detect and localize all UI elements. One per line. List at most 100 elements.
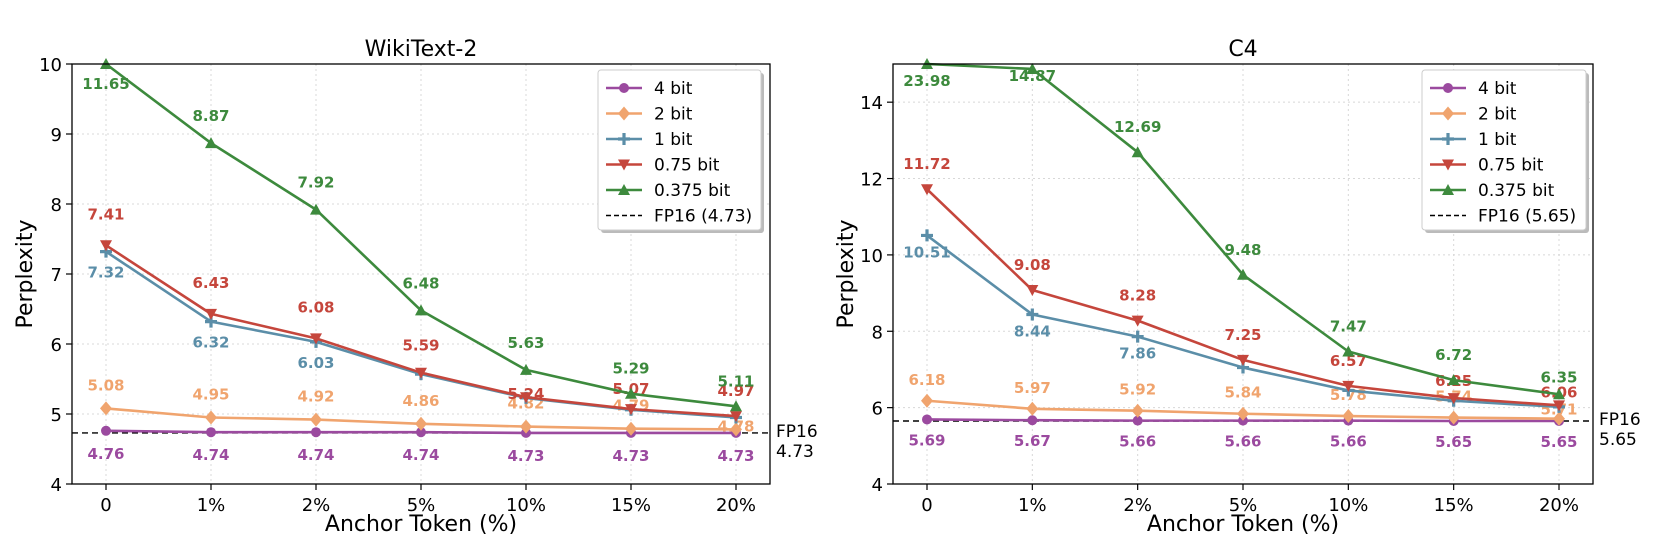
fp16-value-label: 5.65 — [1599, 430, 1637, 450]
legend-label: FP16 (4.73) — [654, 207, 752, 227]
y-tick-label: 14 — [860, 93, 883, 114]
data-point — [1553, 411, 1565, 426]
data-point — [921, 184, 933, 196]
data-point — [921, 393, 933, 408]
data-point — [1553, 388, 1565, 400]
data-label: 10.51 — [903, 243, 950, 261]
data-label: 7.47 — [1330, 318, 1367, 336]
x-tick-label: 20% — [1539, 495, 1579, 516]
data-point — [1342, 380, 1355, 392]
x-tick-label: 5% — [1229, 495, 1258, 516]
data-label: 5.59 — [402, 337, 439, 355]
data-point — [205, 308, 217, 320]
fp16-label: FP16 — [776, 422, 818, 442]
data-label: 5.63 — [507, 334, 544, 352]
plot-frame — [71, 63, 771, 485]
data-point — [1131, 403, 1144, 418]
legend-label: 1 bit — [1478, 130, 1517, 150]
data-point — [415, 367, 427, 379]
data-label: 4.74 — [402, 446, 439, 464]
data-label: 5.84 — [1224, 384, 1261, 402]
y-axis-label: Perplexity — [834, 219, 859, 328]
data-point — [520, 363, 532, 375]
data-point — [100, 401, 112, 416]
data-label: 4.74 — [297, 446, 334, 464]
plot-frame — [892, 63, 1594, 485]
data-label: 11.72 — [903, 155, 950, 173]
data-label: 4.74 — [192, 446, 229, 464]
y-tick-label: 4 — [872, 475, 883, 496]
x-tick-label: 2% — [1123, 495, 1152, 516]
legend-swatch-marker — [618, 106, 630, 121]
data-label: 6.35 — [1540, 368, 1577, 386]
x-tick-label: 20% — [716, 495, 756, 516]
x-tick-label: 15% — [611, 495, 651, 516]
y-tick-label: 7 — [51, 265, 62, 286]
data-label: 7.92 — [297, 174, 334, 192]
data-point — [1026, 285, 1039, 297]
data-point — [206, 427, 216, 438]
data-point — [1342, 409, 1355, 424]
data-label: 9.48 — [1224, 241, 1261, 259]
data-label: 5.24 — [507, 385, 544, 403]
data-label: 5.65 — [1540, 433, 1577, 451]
data-label: 7.86 — [1119, 345, 1156, 363]
legend-label: 1 bit — [654, 130, 693, 150]
data-label: 5.66 — [1330, 433, 1367, 451]
x-tick-label: 1% — [1018, 495, 1047, 516]
legend-swatch-marker — [1443, 83, 1453, 93]
legend-swatch-marker — [1442, 106, 1454, 121]
y-tick-label: 9 — [51, 125, 62, 146]
data-label: 9.08 — [1014, 256, 1051, 274]
legend-swatch-marker — [1442, 184, 1454, 195]
y-tick-label: 6 — [872, 399, 883, 420]
x-tick-label: 2% — [302, 495, 331, 516]
data-point — [625, 404, 637, 416]
data-point — [310, 333, 322, 345]
data-point — [311, 427, 321, 438]
data-point — [1026, 401, 1039, 416]
data-label: 8.28 — [1119, 287, 1156, 305]
legend-swatch-marker — [1442, 159, 1454, 171]
legend-label: 4 bit — [654, 79, 693, 99]
data-label: 6.18 — [908, 371, 945, 389]
data-label: 7.25 — [1224, 326, 1261, 344]
data-label: 5.69 — [908, 431, 945, 449]
data-label: 6.32 — [192, 334, 229, 352]
y-tick-label: 10 — [39, 55, 62, 76]
data-label: 4.78 — [717, 417, 754, 435]
data-point — [1237, 354, 1249, 366]
fp16-label: FP16 — [1599, 410, 1641, 430]
data-point — [415, 304, 427, 316]
data-label: 8.44 — [1014, 322, 1051, 340]
data-point — [520, 419, 532, 434]
data-label: 4.73 — [717, 447, 754, 465]
data-label: 4.76 — [87, 445, 124, 463]
data-point — [730, 400, 742, 412]
data-label: 5.92 — [1119, 381, 1156, 399]
legend-swatch-marker — [618, 159, 630, 171]
data-label: 4.86 — [402, 392, 439, 410]
legend-swatch-marker — [619, 83, 629, 93]
data-label: 5.66 — [1224, 433, 1261, 451]
data-label: 6.72 — [1435, 346, 1472, 364]
y-tick-label: 8 — [51, 195, 62, 216]
data-point — [1342, 345, 1355, 357]
data-point — [922, 414, 932, 425]
legend: 4 bit 2 bit 1 bit 0.75 bit 0.375 bit FP16 (5.… — [1421, 69, 1589, 233]
data-point — [205, 137, 217, 149]
data-point — [1131, 315, 1144, 327]
data-label: 6.48 — [402, 274, 439, 292]
x-axis-label: Anchor Token (%) — [325, 512, 517, 537]
data-point — [1447, 393, 1460, 405]
data-label: 4.73 — [612, 447, 649, 465]
data-label: 5.29 — [612, 360, 649, 378]
data-label: 7.32 — [87, 264, 124, 282]
data-point — [101, 425, 111, 436]
data-point — [730, 422, 742, 437]
data-label: 5.67 — [1014, 432, 1051, 450]
